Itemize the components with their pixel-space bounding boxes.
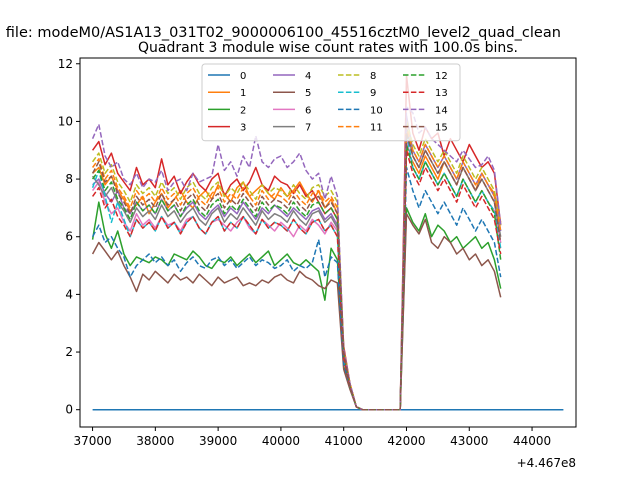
series-line-2 (91, 201, 502, 411)
plot-title: Quadrant 3 module wise count rates with … (138, 40, 518, 56)
legend-label: 4 (305, 71, 311, 82)
legend-label: 14 (435, 105, 448, 116)
legend-label: 8 (370, 71, 376, 82)
y-tick-label: 8 (65, 172, 73, 186)
y-tick-label: 6 (65, 230, 73, 244)
x-tick-label: 38000 (136, 434, 174, 448)
y-tick-label: 0 (65, 403, 73, 417)
legend-label: 0 (240, 71, 246, 82)
figure-suptitle: n file: modeM0/AS1A13_031T02_9000006100_… (0, 25, 561, 41)
x-tick-label: 37000 (73, 434, 111, 448)
legend-label: 6 (305, 105, 311, 116)
x-tick-label: 44000 (513, 434, 551, 448)
legend-label: 3 (240, 123, 246, 134)
legend-label: 11 (370, 123, 383, 134)
y-tick-label: 10 (58, 114, 73, 128)
series-line-10 (91, 166, 502, 411)
series-line-8 (91, 120, 502, 411)
y-tick-label: 4 (65, 287, 73, 301)
legend-label: 13 (435, 88, 448, 99)
legend-label: 15 (435, 123, 448, 134)
series-line-15 (91, 132, 502, 411)
series-line-5 (91, 212, 502, 411)
legend-label: 7 (305, 123, 311, 134)
series-line-12 (91, 143, 502, 411)
axes-ticks: 37000 38000 39000 40000 41000 42000 43000 44000… (58, 57, 551, 448)
legend-label: 10 (370, 105, 383, 116)
series-line-7 (91, 126, 502, 411)
legend-label: 1 (240, 88, 246, 99)
plot-lines (91, 74, 564, 411)
legend-label: 9 (370, 88, 376, 99)
legend-label: 2 (240, 105, 246, 116)
y-tick-label: 2 (65, 345, 73, 359)
x-offset-label: +4.467e8 (517, 456, 576, 470)
x-tick-label: 43000 (450, 434, 488, 448)
x-tick-label: 41000 (325, 434, 363, 448)
legend-box (201, 63, 461, 142)
y-tick-label: 12 (58, 57, 73, 71)
legend-label: 5 (305, 88, 311, 99)
x-tick-label: 40000 (262, 434, 300, 448)
series-line-13 (91, 149, 502, 411)
x-tick-label: 42000 (387, 434, 425, 448)
x-tick-label: 39000 (199, 434, 237, 448)
axes-frame (79, 57, 577, 428)
legend-label: 12 (435, 71, 448, 82)
series-line-11 (91, 126, 502, 411)
